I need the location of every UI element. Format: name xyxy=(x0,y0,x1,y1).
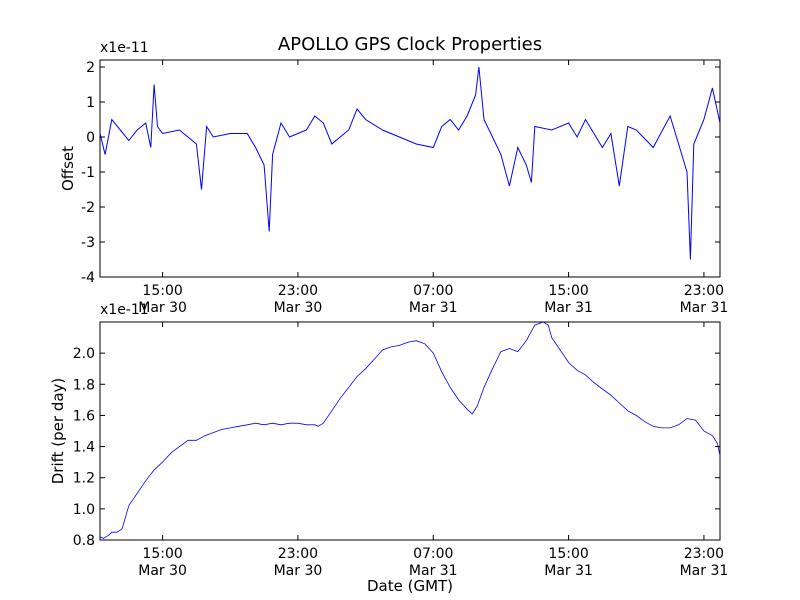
offset-plot-frame xyxy=(99,59,721,278)
offset-ylabel: Offset xyxy=(59,146,77,191)
drift-xtick-date: Mar 30 xyxy=(138,563,187,579)
drift-ytick-label: 1.4 xyxy=(73,440,95,456)
drift-xtick-date: Mar 31 xyxy=(409,563,458,579)
offset-xtick-date: Mar 30 xyxy=(274,300,323,316)
offset-xtick-time: 23:00 xyxy=(684,283,724,299)
chart-title: APOLLO GPS Clock Properties xyxy=(278,34,542,55)
offset-ytick-label: -3 xyxy=(81,235,95,251)
drift-ytick-label: 1.0 xyxy=(73,502,95,518)
offset-series-line xyxy=(100,66,720,260)
offset-xtick-time: 07:00 xyxy=(413,283,453,299)
drift-xtick-date: Mar 30 xyxy=(274,563,323,579)
offset-ytick-label: -2 xyxy=(81,200,95,216)
drift-series-line xyxy=(100,322,720,539)
offset-ytick-label: -1 xyxy=(81,165,95,181)
offset-exponent-label: x1e-11 xyxy=(100,40,149,56)
drift-xtick-time: 15:00 xyxy=(548,546,588,562)
offset-ytick-label: 1 xyxy=(86,95,95,111)
drift-xtick-time: 07:00 xyxy=(413,546,453,562)
drift-xtick-date: Mar 31 xyxy=(544,563,593,579)
drift-xlabel: Date (GMT) xyxy=(367,577,453,595)
drift-ylabel: Drift (per day) xyxy=(49,378,67,485)
offset-xtick-time: 23:00 xyxy=(278,283,318,299)
offset-xtick-time: 15:00 xyxy=(548,283,588,299)
offset-ytick-label: 0 xyxy=(86,130,95,146)
drift-xtick-time: 15:00 xyxy=(142,546,182,562)
offset-xtick-date: Mar 31 xyxy=(680,300,729,316)
drift-xtick-date: Mar 31 xyxy=(680,563,729,579)
offset-xtick-time: 15:00 xyxy=(142,283,182,299)
drift-plot-frame xyxy=(99,321,721,541)
drift-xtick-time: 23:00 xyxy=(278,546,318,562)
drift-ytick-label: 0.8 xyxy=(73,533,95,549)
offset-xtick-date: Mar 30 xyxy=(138,300,187,316)
drift-ytick-label: 1.6 xyxy=(73,408,95,424)
drift-ytick-label: 1.2 xyxy=(73,471,95,487)
offset-xtick-date: Mar 31 xyxy=(409,300,458,316)
offset-ytick-label: 2 xyxy=(86,60,95,76)
drift-xtick-time: 23:00 xyxy=(684,546,724,562)
offset-ytick-label: -4 xyxy=(81,270,95,286)
drift-ytick-label: 2.0 xyxy=(73,346,95,362)
drift-ytick-label: 1.8 xyxy=(73,377,95,393)
offset-xtick-date: Mar 31 xyxy=(544,300,593,316)
drift-exponent-label: x1e-11 xyxy=(100,302,149,318)
